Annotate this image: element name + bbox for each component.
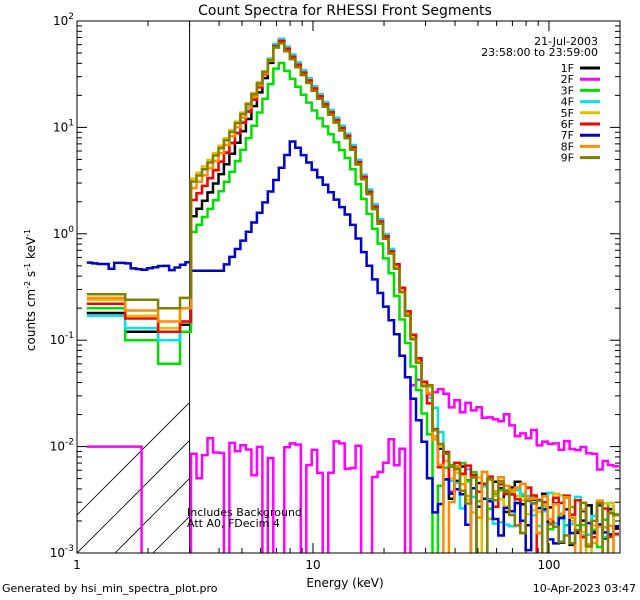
series-line-5F (86, 42, 615, 553)
y-tick-label: 10-2 (50, 438, 74, 454)
legend-label-6F: 6F (561, 118, 574, 131)
legend-label-3F: 3F (561, 84, 574, 97)
plot-frame (76, 20, 621, 554)
hatched-region (77, 21, 191, 553)
x-tick-label: 1 (73, 558, 81, 572)
legend-label-4F: 4F (561, 96, 574, 109)
annotation-background: Includes Background (187, 506, 302, 519)
series-layer (86, 37, 619, 553)
footer-date: 10-Apr-2023 03:47 (532, 582, 636, 595)
axes: 1 10 100 10-3 10-2 10-1 100 101 102 (50, 12, 621, 572)
y-tick-label: 101 (53, 118, 74, 134)
info-box: 21-Jul-2003 23:58:00 to 23:59:00 (481, 35, 598, 59)
hatch-lines (77, 401, 190, 553)
svg-text:counts cm-2 s-1 keV-1: counts cm-2 s-1 keV-1 (23, 229, 38, 351)
x-tick-label: 10 (305, 558, 320, 572)
x-tick-label: 100 (538, 558, 561, 572)
series-line-6F (86, 39, 619, 553)
series-line-2F (86, 378, 619, 553)
legend-label-2F: 2F (561, 73, 574, 86)
legend-label-9F: 9F (561, 152, 574, 165)
annotation-attenuator: Att A0, FDecim 4 (187, 517, 280, 530)
time-range-label: 23:58:00 to 23:59:00 (481, 46, 598, 59)
legend-label-5F: 5F (561, 107, 574, 120)
footer-generated: Generated by hsi_min_spectra_plot.pro (2, 582, 218, 595)
y-tick-label: 10-1 (50, 331, 74, 347)
series-line-3F (86, 61, 619, 553)
x-axis-label: Energy (keV) (306, 576, 383, 590)
y-tick-label: 100 (53, 225, 74, 241)
y-axis-label: counts cm-2 s-1 keV-1 (23, 229, 38, 351)
legend-label-1F: 1F (561, 62, 574, 75)
y-tick-label: 10-3 (50, 544, 74, 560)
series-line-1F (86, 39, 619, 553)
chart-title: Count Spectra for RHESSI Front Segments (198, 3, 492, 19)
legend-label-7F: 7F (561, 129, 574, 142)
y-tick-label: 102 (53, 12, 74, 28)
series-line-9F (86, 42, 619, 553)
series-line-7F (86, 140, 619, 552)
annotations: Includes Background Att A0, FDecim 4 (187, 506, 302, 530)
series-line-4F (86, 37, 619, 553)
legend-label-8F: 8F (561, 140, 574, 153)
series-line-8F (86, 42, 615, 553)
date-label: 21-Jul-2003 (534, 35, 598, 48)
